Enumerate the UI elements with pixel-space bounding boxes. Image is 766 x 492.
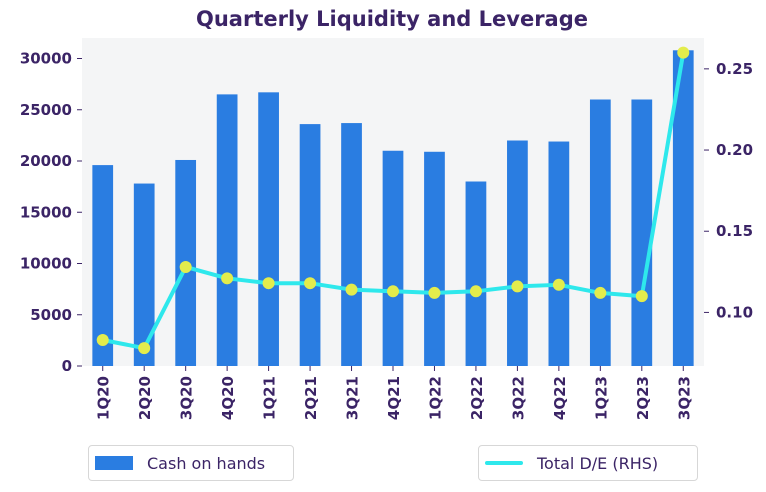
- bar: [341, 123, 362, 366]
- bar: [548, 141, 570, 366]
- de-point: [304, 277, 317, 290]
- bar: [299, 124, 321, 366]
- de-point: [262, 277, 275, 290]
- bar: [424, 151, 445, 366]
- x-tick-label: 4Q20: [219, 376, 237, 420]
- bar: [258, 92, 279, 366]
- legend-label-de: Total D/E (RHS): [537, 453, 659, 473]
- de-point: [428, 286, 441, 299]
- right-tick-label: 0.10: [716, 303, 753, 321]
- bar: [92, 165, 114, 366]
- left-axis: 0 5000 10000 15000 20000 25000 30000: [20, 50, 82, 375]
- left-tick-label: 10000: [20, 255, 72, 273]
- x-tick-label: 2Q20: [136, 376, 154, 420]
- chart-title: Quarterly Liquidity and Leverage: [196, 7, 588, 31]
- de-point: [221, 272, 234, 285]
- de-point: [179, 260, 192, 273]
- left-tick-label: 20000: [20, 152, 72, 170]
- bar: [631, 99, 653, 366]
- left-tick-label: 5000: [30, 306, 72, 324]
- left-tick-label: 15000: [20, 203, 72, 221]
- x-tick-label: 1Q23: [592, 376, 610, 420]
- right-axis: 0.10 0.15 0.20 0.25: [704, 60, 753, 321]
- de-point: [469, 285, 482, 298]
- x-tick-label: 3Q22: [509, 376, 527, 420]
- x-tick-label: 4Q21: [385, 376, 403, 420]
- x-tick-label: 2Q23: [634, 376, 652, 420]
- line-series: [96, 46, 690, 355]
- legend-line-swatch: [485, 461, 523, 465]
- bar-series: [92, 50, 694, 367]
- bar: [672, 50, 694, 367]
- x-tick-label: 1Q21: [261, 376, 279, 420]
- right-tick-label: 0.15: [716, 222, 753, 240]
- de-point: [138, 342, 151, 355]
- left-tick-label: 25000: [20, 101, 72, 119]
- x-tick-label: 1Q22: [426, 376, 444, 420]
- legend-cash: Cash on hands: [88, 445, 294, 481]
- x-tick-label: 4Q22: [551, 376, 569, 420]
- x-tick-label: 3Q21: [344, 376, 362, 420]
- bar: [465, 181, 487, 366]
- x-axis: 1Q20 2Q20 3Q20 4Q20 1Q21 2Q21 3Q21 4Q21 1Q22 2Q22…: [95, 366, 693, 420]
- de-point: [387, 285, 399, 298]
- de-point: [345, 283, 358, 296]
- de-point: [594, 286, 607, 299]
- de-point: [96, 334, 109, 347]
- de-point: [552, 278, 565, 291]
- left-tick-label: 30000: [20, 50, 72, 68]
- de-point: [677, 46, 690, 59]
- left-tick-label: 0: [62, 357, 72, 375]
- x-tick-label: 3Q23: [675, 376, 693, 420]
- right-tick-label: 0.20: [716, 141, 753, 159]
- bar: [589, 99, 611, 366]
- bar: [507, 140, 528, 366]
- x-tick-label: 3Q20: [178, 376, 196, 420]
- x-tick-label: 2Q21: [302, 376, 320, 420]
- bar: [382, 150, 404, 366]
- de-point: [511, 280, 524, 293]
- x-tick-label: 2Q22: [468, 376, 486, 420]
- x-tick-label: 1Q20: [95, 376, 113, 420]
- bar: [216, 94, 238, 366]
- right-tick-label: 0.25: [716, 60, 753, 78]
- bar: [133, 183, 155, 366]
- legend-de: Total D/E (RHS): [478, 445, 698, 481]
- legend-label-cash: Cash on hands: [147, 453, 266, 473]
- legend-bar-swatch: [95, 456, 133, 470]
- de-point: [635, 290, 648, 303]
